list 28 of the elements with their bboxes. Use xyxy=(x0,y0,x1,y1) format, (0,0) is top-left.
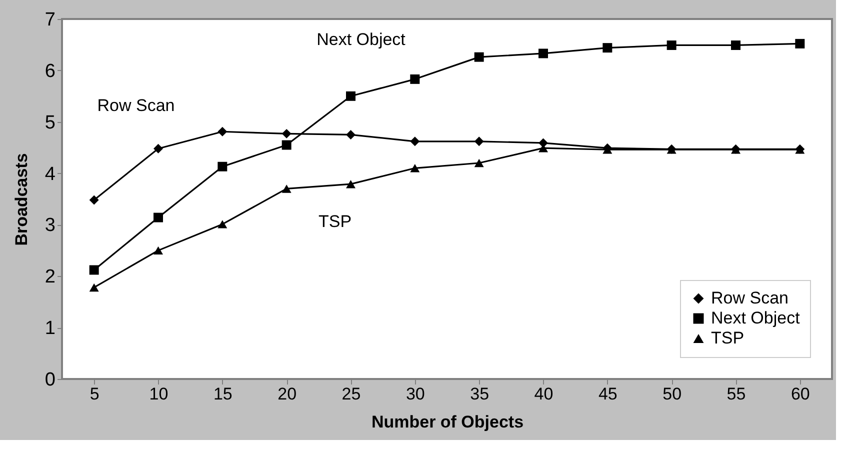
x-tick-label: 25 xyxy=(342,384,361,404)
x-axis-title: Number of Objects xyxy=(371,412,524,432)
x-tick-label: 40 xyxy=(534,384,554,404)
y-tick-label: 0 xyxy=(44,370,56,390)
x-tick-label: 20 xyxy=(278,384,297,404)
x-tick-label: 15 xyxy=(213,384,232,404)
y-tick-label: 4 xyxy=(44,164,56,185)
x-tick-label: 50 xyxy=(662,384,682,404)
annotation: Next Object xyxy=(316,30,406,49)
y-tick-label: 7 xyxy=(44,10,56,30)
y-tick-label: 3 xyxy=(44,215,56,236)
x-tick-label: 10 xyxy=(149,384,168,404)
y-tick-label: 2 xyxy=(44,266,56,288)
x-tick-label: 60 xyxy=(790,384,810,404)
x-tick-label: 30 xyxy=(406,384,425,404)
x-tick-label: 35 xyxy=(470,384,490,404)
x-tick-label: 55 xyxy=(726,384,746,404)
y-tick-label: 6 xyxy=(44,60,56,82)
legend-label: TSP xyxy=(711,328,744,348)
legend-label: Next Object xyxy=(711,308,800,328)
x-tick-label: 5 xyxy=(90,384,100,404)
annotation: TSP xyxy=(318,212,352,231)
y-tick-label: 5 xyxy=(44,112,56,134)
legend-label: Row Scan xyxy=(711,288,788,308)
annotation: Row Scan xyxy=(97,96,175,115)
y-tick-label: 1 xyxy=(44,318,56,340)
x-tick-label: 45 xyxy=(598,384,618,404)
y-axis-title: Broadcasts xyxy=(12,153,31,246)
